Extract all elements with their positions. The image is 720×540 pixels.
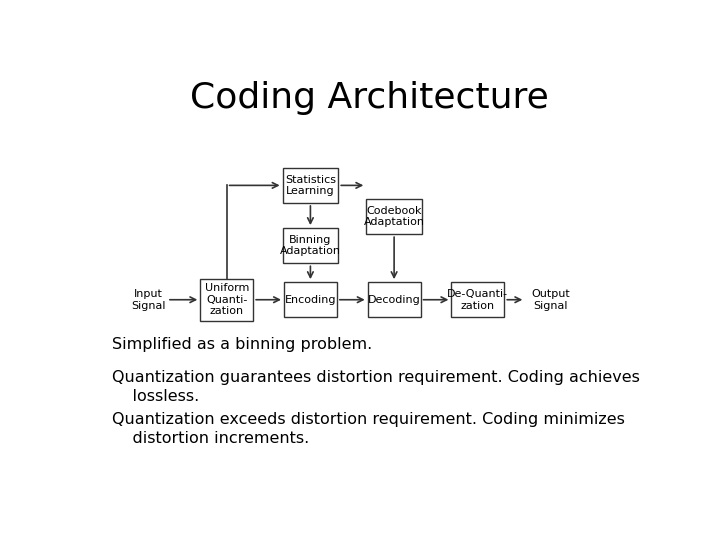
Text: Statistics
Learning: Statistics Learning [285, 174, 336, 196]
Text: Simplified as a binning problem.: Simplified as a binning problem. [112, 337, 372, 352]
Text: Quantization guarantees distortion requirement. Coding achieves
    lossless.: Quantization guarantees distortion requi… [112, 370, 640, 404]
Text: Codebook
Adaptation: Codebook Adaptation [364, 206, 425, 227]
Bar [366, 199, 422, 234]
Text: Binning
Adaptation: Binning Adaptation [280, 235, 341, 256]
Bar [282, 168, 338, 203]
Text: Coding Architecture: Coding Architecture [189, 81, 549, 115]
Text: De-Quanti-
zation: De-Quanti- zation [447, 289, 508, 310]
Text: Encoding: Encoding [284, 295, 336, 305]
Text: Quantization exceeds distortion requirement. Coding minimizes
    distortion inc: Quantization exceeds distortion requirem… [112, 412, 625, 445]
Text: Output
Signal: Output Signal [531, 289, 570, 310]
Text: Uniform
Quanti-
zation: Uniform Quanti- zation [204, 283, 249, 316]
Bar [368, 282, 420, 318]
Bar [200, 279, 253, 321]
Bar [451, 282, 504, 318]
Text: Input
Signal: Input Signal [131, 289, 166, 310]
Bar [282, 228, 338, 264]
Bar [284, 282, 337, 318]
Text: Decoding: Decoding [368, 295, 420, 305]
